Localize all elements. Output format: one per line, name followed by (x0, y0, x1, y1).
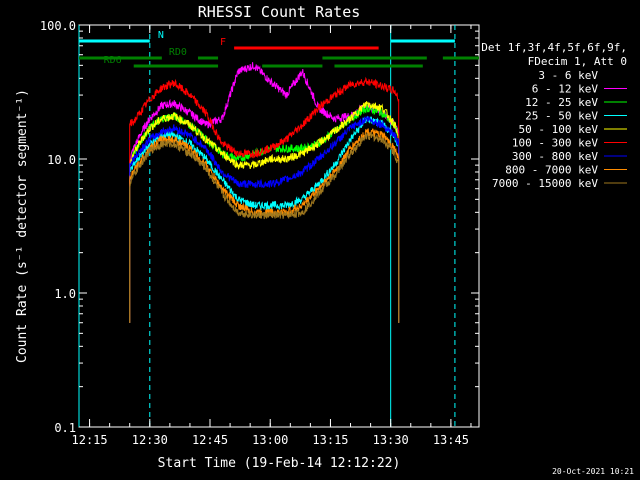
timestamp: 20-Oct-2021 10:21 (552, 467, 634, 476)
annotation-label-n: N (158, 30, 164, 41)
annotation-label-rd6: RD6 (104, 55, 122, 66)
x-tick-label-6: 13:45 (433, 433, 469, 447)
legend-label-2: 12 - 25 keV (525, 96, 598, 109)
x-tick-label-3: 13:00 (252, 433, 288, 447)
legend-label-4: 50 - 100 keV (519, 123, 599, 136)
y-tick-label-0: 0.1 (54, 421, 76, 435)
series-line-0 (129, 91, 400, 323)
x-tick-label-4: 13:15 (312, 433, 348, 447)
x-axis-label: Start Time (19-Feb-14 12:12:22) (158, 456, 401, 471)
x-tick-label-2: 12:45 (192, 433, 228, 447)
legend-label-8: 7000 - 15000 keV (492, 177, 598, 190)
series-line-1 (129, 62, 400, 323)
series-line-7 (129, 128, 400, 323)
series-line-6 (129, 115, 400, 323)
legend-label-3: 25 - 50 keV (525, 110, 598, 123)
annotation-label-f: F (220, 37, 226, 48)
legend-label-6: 300 - 800 keV (512, 150, 598, 163)
annotation-label-rd0: RD0 (169, 47, 187, 58)
data-series (129, 62, 400, 323)
legend-label-1: 6 - 12 keV (532, 83, 599, 96)
series-line-3 (129, 115, 400, 323)
axes: 12:15 12:30 12:45 13:00 13:15 13:30 13:45 0.1 1.… (40, 19, 479, 447)
annotation-bars: N F RD0 RD6 (79, 30, 479, 68)
x-tick-label-5: 13:30 (373, 433, 409, 447)
chart-title: RHESSI Count Rates (198, 3, 361, 21)
series-line-4 (129, 101, 400, 323)
legend-header-0: Det 1f,3f,4f,5f,6f,9f, (481, 41, 627, 54)
series-line-5 (129, 76, 400, 323)
y-axis-label: Count Rate (s⁻¹ detector segment⁻¹) (15, 89, 30, 363)
legend: Det 1f,3f,4f,5f,6f,9f,FDecim 1, Att 03 -… (481, 41, 627, 190)
y-tick-label-3: 100.0 (40, 19, 76, 33)
legend-header-1: FDecim 1, Att 0 (528, 55, 627, 68)
x-tick-label-0: 12:15 (72, 433, 108, 447)
legend-label-7: 800 - 7000 keV (505, 164, 598, 177)
x-tick-label-1: 12:30 (132, 433, 168, 447)
plot-frame (78, 24, 480, 428)
y-tick-label-2: 10.0 (47, 153, 76, 167)
legend-label-0: 3 - 6 keV (538, 69, 598, 82)
series-line-8 (129, 131, 400, 323)
legend-label-5: 100 - 300 keV (512, 137, 598, 150)
y-tick-label-1: 1.0 (54, 287, 76, 301)
